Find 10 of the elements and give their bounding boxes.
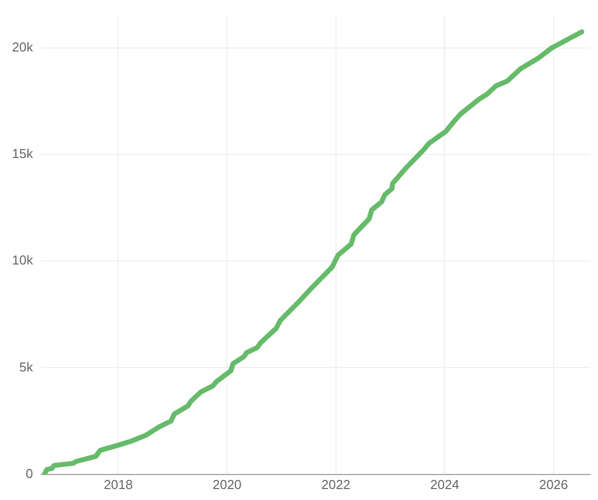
- x-tick-label: 2024: [430, 476, 460, 492]
- y-tick-label: 5k: [19, 359, 34, 374]
- y-tick-label: 20k: [12, 39, 34, 54]
- y-tick-label: 10k: [12, 252, 34, 268]
- y-tick-label: 0: [26, 466, 33, 481]
- x-tick-label: 2020: [212, 476, 242, 492]
- y-tick-label: 15k: [12, 146, 34, 162]
- x-tick-label: 2026: [539, 476, 568, 492]
- x-tick-label: 2018: [104, 476, 133, 492]
- x-tick-label: 2022: [321, 476, 350, 492]
